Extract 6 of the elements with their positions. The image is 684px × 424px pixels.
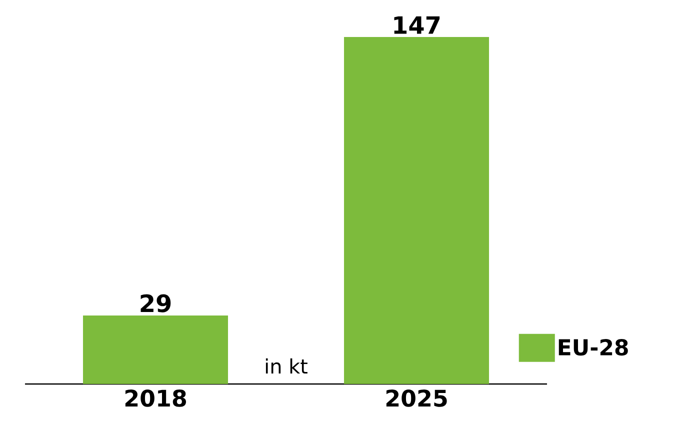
- data-label: 147: [394, 16, 440, 34]
- legend-label: EU-28: [558, 339, 628, 356]
- data-label: 29: [140, 294, 171, 312]
- x-tick-label: 2018: [125, 390, 186, 407]
- x-tick-label: 2025: [386, 390, 447, 407]
- annotation: in kt: [266, 358, 308, 374]
